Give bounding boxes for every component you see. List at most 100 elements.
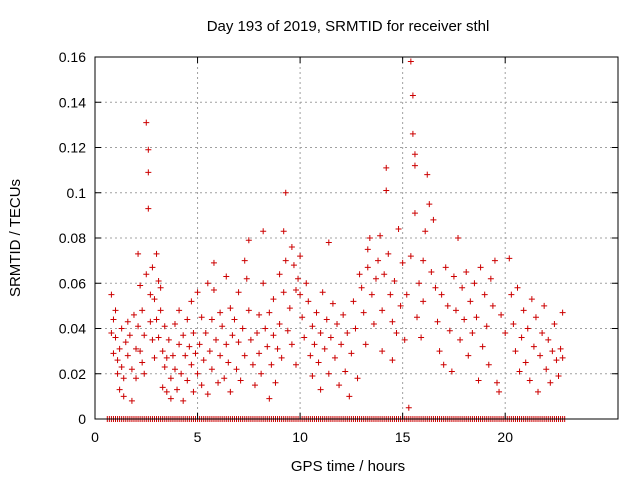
data-point: [256, 350, 263, 357]
y-tick-label: 0.12: [59, 140, 86, 156]
data-point: [471, 280, 478, 287]
data-point: [340, 311, 347, 318]
data-point: [137, 282, 144, 289]
data-point: [110, 316, 117, 323]
data-point: [385, 250, 392, 257]
data-point: [213, 336, 220, 343]
x-tick-label: 10: [292, 429, 308, 445]
data-point: [450, 273, 457, 280]
data-point: [518, 334, 525, 341]
data-point: [399, 259, 406, 266]
data-point: [422, 228, 429, 235]
data-point: [428, 268, 435, 275]
data-point: [217, 309, 224, 316]
data-point: [194, 370, 201, 377]
data-point: [118, 325, 125, 332]
data-point: [301, 334, 308, 341]
y-axis-label: SRMTID / TECUs: [7, 179, 24, 297]
data-point: [303, 280, 310, 287]
data-point: [325, 239, 332, 246]
data-point: [354, 375, 361, 382]
data-point: [171, 320, 178, 327]
data-point: [130, 311, 137, 318]
data-point: [459, 284, 466, 291]
data-point: [174, 386, 181, 393]
data-point: [493, 379, 500, 386]
data-point: [208, 366, 215, 373]
data-point: [116, 386, 123, 393]
data-point: [227, 388, 234, 395]
data-point: [272, 379, 279, 386]
data-point: [157, 307, 164, 314]
data-point: [231, 316, 238, 323]
data-point: [128, 366, 135, 373]
data-point: [370, 320, 377, 327]
y-tick-label: 0.08: [59, 230, 86, 246]
y-tick-label: 0.06: [59, 275, 86, 291]
data-point: [389, 357, 396, 364]
data-point: [147, 291, 154, 298]
data-point: [455, 235, 462, 241]
x-tick-label: 15: [395, 429, 411, 445]
data-point: [126, 332, 133, 339]
data-point: [241, 352, 248, 359]
data-point: [292, 361, 299, 368]
y-tick-label: 0: [78, 411, 86, 427]
data-point: [149, 264, 156, 271]
data-point: [432, 284, 439, 291]
data-point: [128, 397, 135, 404]
data-point: [325, 370, 332, 377]
data-point: [514, 284, 521, 291]
data-point: [135, 323, 142, 330]
data-point: [147, 318, 154, 325]
data-point: [311, 341, 318, 348]
y-tick-label: 0.04: [59, 321, 86, 337]
data-point: [465, 352, 472, 359]
data-point: [190, 330, 197, 337]
data-point: [159, 348, 166, 355]
data-point: [284, 327, 291, 334]
data-point: [266, 309, 273, 316]
data-point: [176, 307, 183, 314]
data-point: [520, 307, 527, 314]
data-point: [143, 271, 150, 278]
data-point: [317, 330, 324, 337]
data-point: [528, 296, 535, 303]
data-point: [176, 341, 183, 348]
x-tick-label: 20: [497, 429, 513, 445]
data-point: [165, 336, 172, 343]
data-point: [270, 332, 277, 339]
chart-title: Day 193 of 2019, SRMTID for receiver sth…: [207, 18, 490, 35]
x-tick-label: 0: [91, 429, 99, 445]
data-point: [496, 388, 503, 395]
data-point: [122, 339, 129, 346]
data-point: [553, 357, 560, 364]
data-point: [426, 201, 433, 208]
data-point: [133, 375, 140, 382]
data-point: [184, 377, 191, 384]
data-point: [258, 370, 265, 377]
data-point: [557, 345, 564, 352]
data-point: [473, 314, 480, 321]
data-point: [124, 318, 131, 325]
data-point: [133, 345, 140, 352]
data-point: [358, 284, 365, 291]
data-point: [171, 366, 178, 373]
data-point: [411, 151, 418, 158]
data-point: [438, 291, 445, 298]
data-point: [475, 377, 482, 384]
data-point: [135, 250, 142, 257]
data-point: [290, 262, 297, 269]
data-point: [299, 314, 306, 321]
data-point: [139, 359, 146, 366]
data-point: [444, 302, 451, 309]
data-point: [543, 366, 550, 373]
data-point: [327, 334, 334, 341]
data-point: [229, 332, 236, 339]
data-point: [467, 298, 474, 305]
data-point: [350, 298, 357, 305]
data-point: [182, 352, 189, 359]
data-point: [223, 273, 230, 280]
data-point: [411, 162, 418, 169]
